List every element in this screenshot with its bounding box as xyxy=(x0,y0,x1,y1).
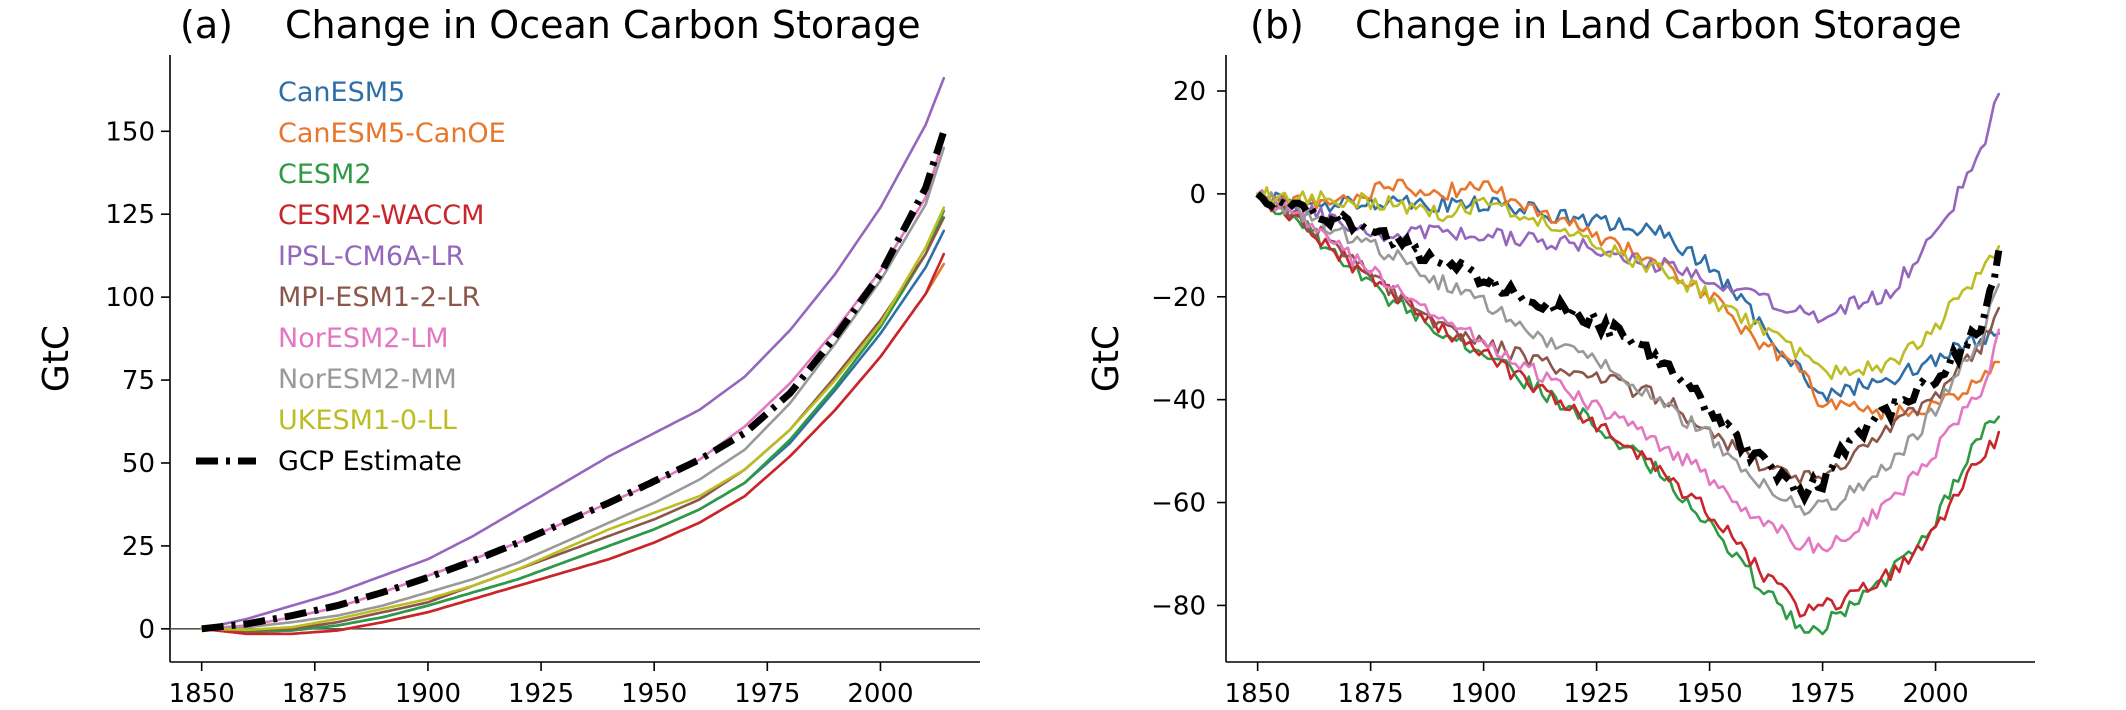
legend-entry: CESM2 xyxy=(278,159,372,190)
series-line-noresm2-lm xyxy=(1256,189,2001,554)
series-line-mpi-esm1-2-lr xyxy=(200,216,946,632)
series-line-cesm2-waccm xyxy=(1256,191,2001,618)
x-tick-label: 1900 xyxy=(1451,679,1517,709)
y-tick-label: −60 xyxy=(1151,489,1206,519)
series-line-noresm2-mm xyxy=(1256,190,2001,516)
x-tick-label: 1850 xyxy=(1225,679,1291,709)
series-line-gcp-estimate xyxy=(201,130,948,633)
panel-label: (a) xyxy=(180,3,233,47)
y-tick-label: −80 xyxy=(1151,591,1206,621)
series-line-canesm5-canoe xyxy=(1256,178,2001,422)
y-tick-label: 75 xyxy=(122,366,155,396)
series-line-ipsl-cm6a-lr xyxy=(200,76,946,631)
y-tick-label: 100 xyxy=(105,283,155,313)
panel-label: (b) xyxy=(1250,3,1304,47)
legend-entry: NorESM2-MM xyxy=(278,364,457,395)
x-tick-label: 1875 xyxy=(1338,679,1404,709)
legend-entry: IPSL-CM6A-LR xyxy=(278,241,464,272)
series-line-mpi-esm1-2-lr xyxy=(1256,192,2001,485)
series-line-noresm2-mm xyxy=(200,146,946,631)
series-line-cesm2 xyxy=(200,209,946,633)
x-tick-label: 1875 xyxy=(282,679,348,709)
legend-entry: GCP Estimate xyxy=(278,446,462,477)
chart-panel-ocean: (a) Change in Ocean Carbon Storage GtC 1850… xyxy=(36,3,980,709)
y-axis-label: GtC xyxy=(36,325,77,392)
series-group xyxy=(200,76,948,636)
chart-panel-land: (b) Change in Land Carbon Storage GtC 1850 1… xyxy=(1086,3,2035,709)
series-line-gcp-estimate xyxy=(1255,191,2003,507)
x-tick-label: 1850 xyxy=(169,679,235,709)
series-line-canesm5 xyxy=(1256,191,2001,403)
chart-title: Change in Ocean Carbon Storage xyxy=(285,3,921,47)
legend-entry: CESM2-WACCM xyxy=(278,200,484,231)
legend: CanESM5 CanESM5-CanOE CESM2 CESM2-WACCM IPSL… xyxy=(196,77,506,477)
y-tick-label: 0 xyxy=(1189,180,1206,210)
legend-entry: CanESM5-CanOE xyxy=(278,118,506,149)
y-tick-label: 125 xyxy=(105,200,155,230)
series-line-ukesm1-0-ll xyxy=(200,206,946,632)
y-axis-label: GtC xyxy=(1086,325,1127,392)
y-tick-label: 50 xyxy=(122,449,155,479)
x-tick-label: 1950 xyxy=(621,679,687,709)
series-line-cesm2-waccm xyxy=(200,252,946,636)
x-tick-label: 1925 xyxy=(508,679,574,709)
x-tick-label: 1950 xyxy=(1677,679,1743,709)
x-tick-label: 1925 xyxy=(1564,679,1630,709)
series-line-ipsl-cm6a-lr xyxy=(1256,92,2001,324)
y-tick-label: −20 xyxy=(1151,283,1206,313)
x-tick-label: 1975 xyxy=(1789,679,1855,709)
legend-entry: MPI-ESM1-2-LR xyxy=(278,282,480,313)
series-line-ukesm1-0-ll xyxy=(1256,186,2001,381)
legend-entry: CanESM5 xyxy=(278,77,405,108)
y-tick-label: 20 xyxy=(1173,77,1206,107)
y-tick-label: 25 xyxy=(122,532,155,562)
legend-entry: UKESM1-0-LL xyxy=(278,405,457,436)
x-tick-label: 2000 xyxy=(1902,679,1968,709)
y-tick-label: −40 xyxy=(1151,386,1206,416)
series-group xyxy=(1255,92,2003,636)
y-tick-label: 150 xyxy=(105,117,155,147)
x-tick-label: 1975 xyxy=(734,679,800,709)
x-tick-label: 2000 xyxy=(847,679,913,709)
legend-entry: NorESM2-LM xyxy=(278,323,449,354)
y-tick-label: 0 xyxy=(138,615,155,645)
chart-title: Change in Land Carbon Storage xyxy=(1355,3,1962,47)
x-tick-label: 1900 xyxy=(395,679,461,709)
